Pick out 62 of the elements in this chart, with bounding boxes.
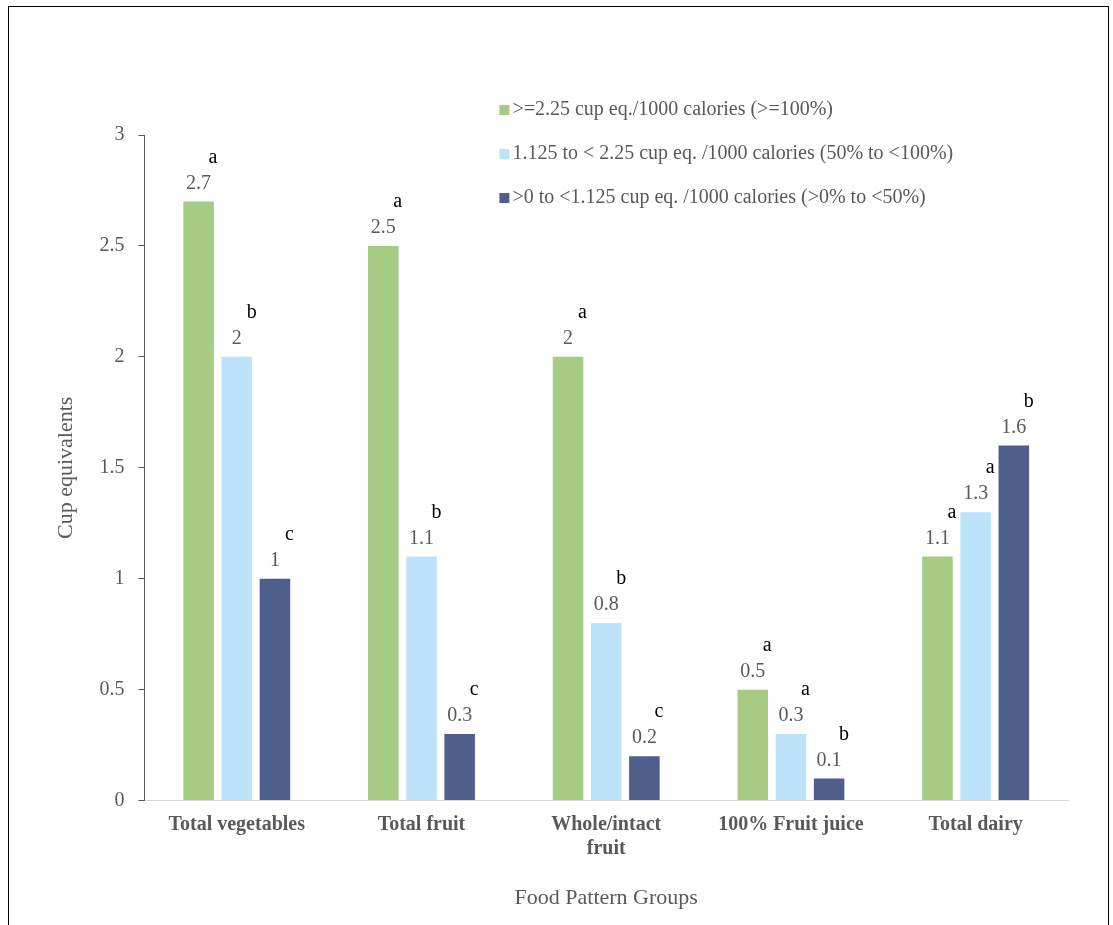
annotation: a <box>578 300 588 323</box>
bar <box>259 578 291 801</box>
y-tick-label: 3 <box>114 122 125 145</box>
bar <box>629 756 660 801</box>
y-tick-label: 0 <box>114 787 125 810</box>
data-label: 1.1 <box>408 525 434 548</box>
bar <box>368 245 399 801</box>
x-tick-label: Total vegetables <box>168 811 306 835</box>
data-label: 0.8 <box>593 592 619 615</box>
data-label: 0.3 <box>778 703 804 726</box>
bar <box>221 356 253 801</box>
bar <box>406 556 437 801</box>
annotation: a <box>762 632 772 655</box>
annotation: c <box>654 699 664 722</box>
bar <box>998 445 1030 801</box>
bar <box>813 778 845 801</box>
annotation: b <box>431 499 442 522</box>
y-axis-title: Cup equivalents <box>51 396 77 539</box>
y-tick-label: 2 <box>114 344 125 367</box>
y-tick-label: 0.5 <box>99 676 125 699</box>
annotation: c <box>469 677 479 700</box>
data-label: 2 <box>563 326 574 349</box>
data-label: 0.5 <box>740 658 766 681</box>
y-tick-label: 1 <box>114 565 125 588</box>
annotation: a <box>985 455 995 478</box>
bar <box>183 201 214 801</box>
annotation: c <box>284 521 294 544</box>
bar <box>737 689 769 801</box>
annotation: a <box>800 677 810 700</box>
data-label: 0.1 <box>816 747 842 770</box>
data-label: 1.6 <box>1001 414 1027 437</box>
x-tick-label: Total dairy <box>928 811 1023 835</box>
data-label: 0.3 <box>447 703 473 726</box>
x-tick-label: Whole/intact fruit <box>551 811 662 858</box>
bar <box>444 734 475 801</box>
annotation: a <box>208 144 218 167</box>
bar <box>590 623 622 801</box>
data-label: 2.7 <box>186 170 212 193</box>
annotation: b <box>246 300 257 323</box>
bar <box>922 556 953 801</box>
bar <box>552 356 584 801</box>
bar <box>775 734 807 801</box>
annotation: a <box>947 499 957 522</box>
annotation: a <box>393 189 403 212</box>
bar <box>960 512 991 801</box>
y-tick-label: 2.5 <box>99 233 125 256</box>
data-label: 1.1 <box>924 525 950 548</box>
x-axis-title: Food Pattern Groups <box>514 883 698 909</box>
annotation: b <box>616 566 627 589</box>
data-label: 2.5 <box>370 215 396 238</box>
y-tick-label: 1.5 <box>99 455 125 478</box>
data-label: 2 <box>231 326 242 349</box>
data-label: 0.2 <box>631 725 657 748</box>
legend-label: >0 to <1.125 cup eq. /1000 calories (>0% to <50%) <box>512 185 926 209</box>
annotation: b <box>1023 388 1034 411</box>
legend-label: 1.125 to < 2.25 cup eq. /1000 calories (50% to <100%) <box>512 141 954 165</box>
x-tick-label: Total fruit <box>377 811 466 834</box>
data-label: 1 <box>269 547 280 570</box>
annotation: b <box>839 721 850 744</box>
legend-label: >=2.25 cup eq./1000 calories (>=100%) <box>512 97 834 121</box>
data-label: 1.3 <box>963 481 989 504</box>
x-tick-label: 100% Fruit juice <box>718 811 864 835</box>
